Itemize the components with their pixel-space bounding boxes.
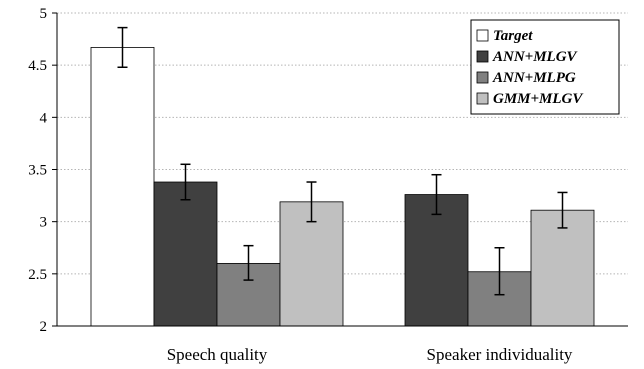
legend-label: ANN+MLGV <box>492 49 579 65</box>
category-label: Speaker individuality <box>427 345 573 364</box>
legend-label: Target <box>493 28 533 44</box>
y-tick-label: 2.5 <box>28 267 47 283</box>
legend-swatch <box>476 29 489 42</box>
bar <box>90 47 155 327</box>
bar <box>153 181 218 327</box>
legend-swatch <box>476 71 489 84</box>
y-tick-label: 4.5 <box>28 58 47 74</box>
error-bars <box>117 26 568 296</box>
bars <box>90 47 595 327</box>
legend-label: ANN+MLPG <box>492 70 576 86</box>
y-tick-label: 2 <box>40 319 48 335</box>
y-tick-label: 5 <box>40 6 48 22</box>
axes <box>56 13 628 327</box>
y-tick-label: 3.5 <box>28 163 47 179</box>
y-tick-label: 4 <box>40 110 48 126</box>
legend-label: GMM+MLGV <box>493 91 584 107</box>
y-axis-ticks: 2 2.5 3 3.5 4 4.5 5 <box>28 6 57 335</box>
legend-swatch <box>476 50 489 63</box>
legend: Target ANN+MLGV ANN+MLPG GMM+MLGV <box>470 19 620 115</box>
y-tick-label: 3 <box>40 215 48 231</box>
x-axis-categories: Speech quality Speaker individuality <box>167 345 573 364</box>
category-label: Speech quality <box>167 345 268 364</box>
legend-box <box>470 19 620 115</box>
legend-swatch <box>476 92 489 105</box>
